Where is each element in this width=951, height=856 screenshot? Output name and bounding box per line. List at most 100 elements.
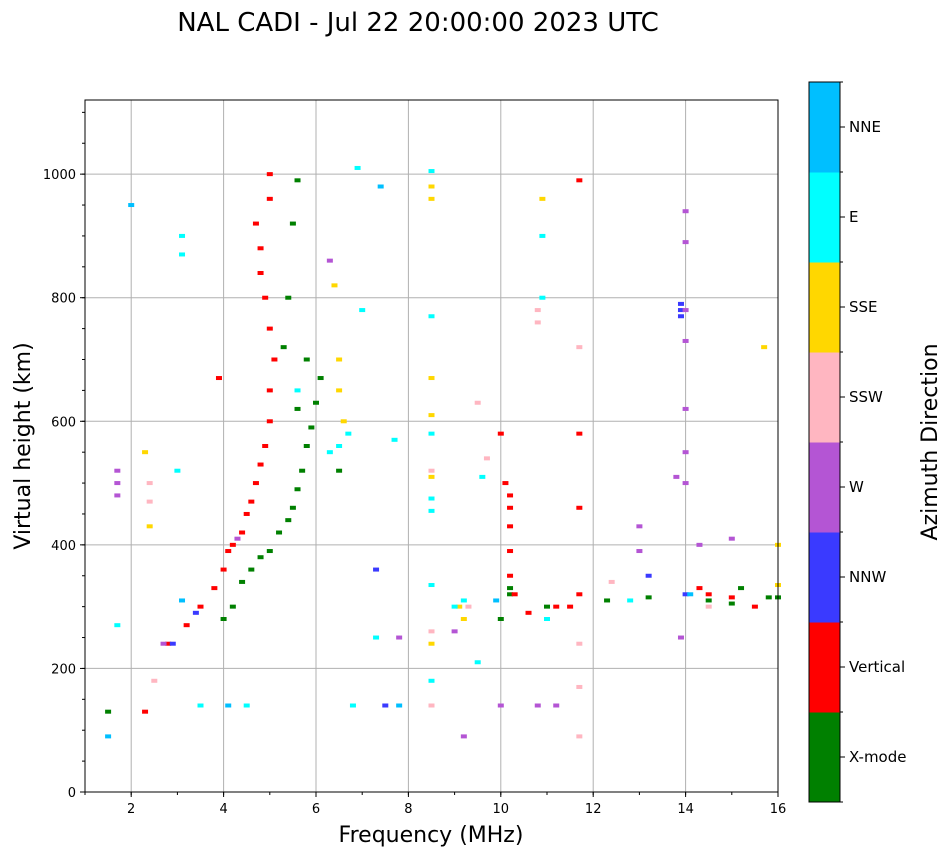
data-point: [428, 468, 435, 473]
data-point: [266, 419, 273, 424]
data-point: [142, 450, 149, 455]
data-point: [576, 505, 583, 510]
data-point: [460, 617, 467, 621]
data-point: [576, 431, 583, 436]
data-point: [336, 388, 343, 393]
data-point: [604, 598, 611, 603]
data-point: [507, 592, 514, 597]
data-point: [294, 178, 301, 183]
data-point: [682, 450, 689, 455]
y-tick-label: 200: [51, 662, 76, 677]
data-point: [336, 357, 343, 362]
data-point: [534, 308, 541, 313]
data-point: [382, 703, 389, 708]
data-point: [257, 246, 264, 251]
data-point: [687, 592, 694, 597]
data-point: [234, 536, 241, 541]
data-point: [114, 481, 121, 486]
data-point: [677, 301, 684, 306]
data-point: [677, 635, 684, 640]
data-point: [266, 326, 273, 331]
data-point: [534, 320, 541, 325]
data-point: [544, 617, 550, 621]
colorbar-segment: [809, 442, 840, 533]
data-point: [248, 499, 255, 504]
data-point: [345, 431, 352, 436]
colorbar-tick-label: X-mode: [849, 748, 906, 766]
data-point: [761, 345, 768, 350]
data-point: [460, 598, 467, 603]
data-point: [608, 579, 615, 584]
y-tick-label: 0: [68, 786, 76, 801]
colorbar-tick-label: NNE: [849, 118, 881, 136]
plot-frame: [84, 99, 779, 793]
data-point: [553, 604, 560, 609]
data-point: [146, 481, 153, 486]
data-point: [682, 209, 689, 214]
colorbar-segment: [809, 172, 840, 263]
colorbar-segment: [809, 532, 840, 623]
data-point: [428, 703, 435, 708]
data-point: [303, 444, 310, 448]
data-point: [128, 203, 135, 208]
data-point: [391, 437, 398, 442]
data-point: [179, 233, 186, 238]
data-point: [248, 567, 255, 572]
gridlines: [85, 100, 779, 792]
data-point: [271, 357, 278, 362]
data-point: [428, 583, 435, 588]
data-point: [280, 345, 287, 350]
data-point: [354, 165, 361, 170]
data-point: [179, 252, 186, 257]
data-point: [682, 240, 689, 245]
colorbar-tick-label: Vertical: [849, 658, 905, 676]
data-point: [738, 586, 745, 591]
data-point: [428, 474, 435, 479]
data-point: [567, 604, 574, 609]
colorbar-segment: [809, 82, 840, 173]
data-point: [428, 196, 435, 201]
data-point: [507, 573, 514, 578]
data-point: [696, 586, 703, 591]
data-point: [456, 604, 463, 609]
data-point: [428, 169, 435, 174]
x-tick-label: 4: [219, 802, 227, 817]
data-point: [105, 734, 112, 739]
data-point: [460, 734, 467, 739]
data-point: [507, 505, 514, 510]
data-point: [276, 530, 283, 535]
data-point: [349, 703, 356, 708]
colorbar-tick-label: E: [849, 208, 858, 226]
data-point: [225, 549, 232, 554]
colorbar-segment: [809, 622, 840, 713]
y-axis: 0 200 400 600 800 1000: [43, 111, 85, 801]
data-point: [525, 610, 532, 615]
data-point: [326, 450, 333, 455]
data-point: [428, 496, 435, 501]
plot-area: [84, 99, 781, 793]
colorbar-segment: [809, 712, 840, 803]
colorbar-segment: [809, 352, 840, 443]
data-point: [728, 601, 735, 606]
data-point: [262, 444, 269, 448]
data-point: [197, 703, 204, 708]
data-point: [359, 308, 366, 313]
data-point: [373, 567, 380, 572]
data-point: [336, 468, 343, 473]
data-point: [428, 376, 435, 381]
data-point: [497, 617, 504, 621]
data-point: [215, 376, 222, 381]
data-point: [257, 555, 264, 560]
data-point: [285, 518, 292, 523]
data-point: [396, 635, 403, 640]
data-point: [428, 413, 435, 418]
data-point: [326, 258, 333, 263]
data-point: [705, 592, 712, 597]
data-point: [243, 703, 250, 708]
x-tick-label: 10: [493, 802, 510, 817]
data-point: [645, 595, 652, 600]
y-tick-label: 600: [51, 415, 76, 430]
data-point: [331, 283, 338, 288]
data-point: [576, 641, 583, 646]
